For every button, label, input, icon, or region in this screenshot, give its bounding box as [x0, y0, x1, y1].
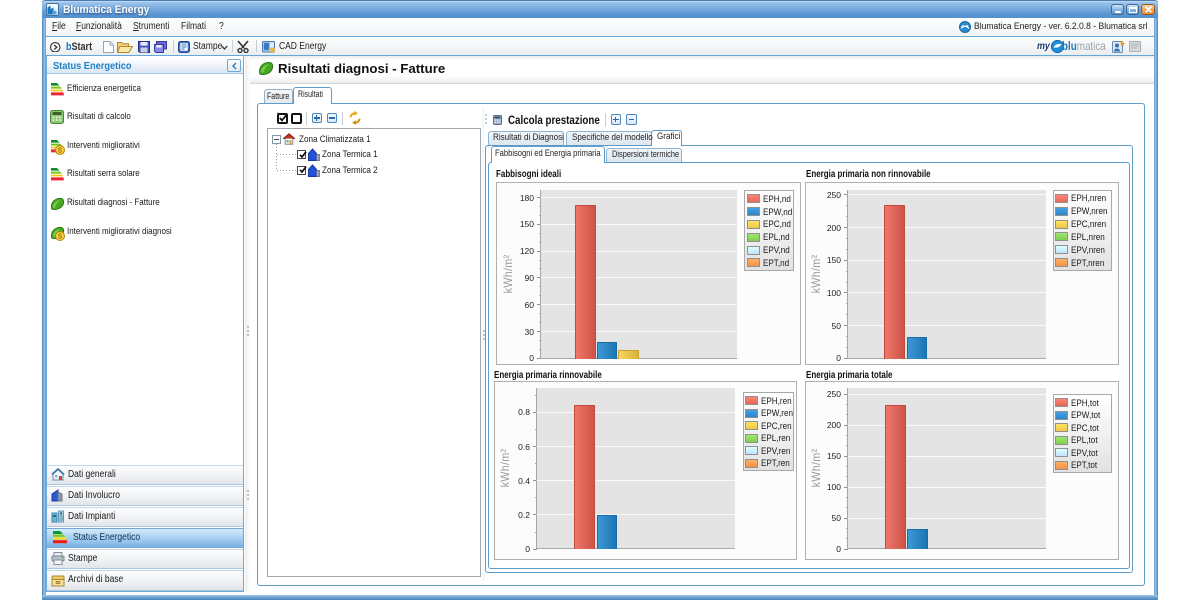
svg-text:$: $	[58, 147, 62, 154]
svg-text:$: $	[58, 233, 62, 240]
